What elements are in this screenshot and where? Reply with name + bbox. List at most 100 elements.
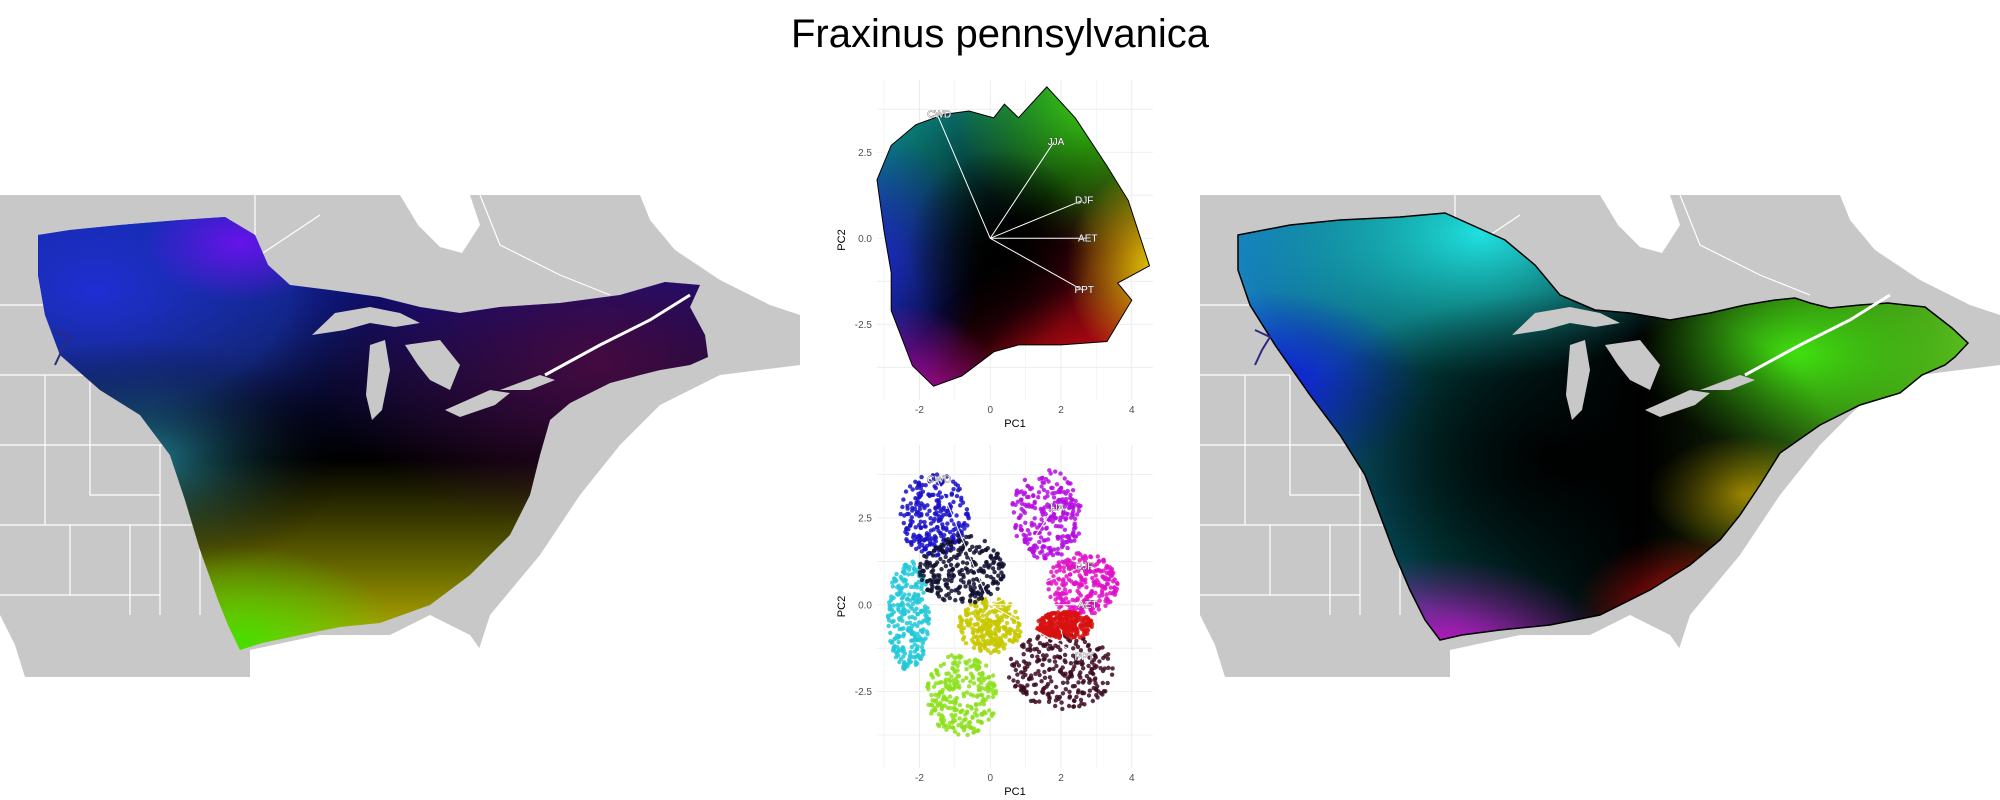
lake-winnipeg — [54, 329, 72, 366]
scatter-point — [1065, 680, 1070, 685]
scatter-point — [1010, 639, 1015, 645]
scatter-point — [1080, 633, 1085, 639]
scatter-point — [988, 554, 993, 560]
scatter-point — [1025, 528, 1031, 533]
scatter-point — [1061, 578, 1066, 584]
scatter-point — [989, 638, 994, 644]
scatter-point — [901, 520, 906, 526]
scatter-point — [939, 680, 944, 685]
scatter-point — [1074, 660, 1079, 665]
scatter-point — [1085, 622, 1090, 627]
loading-vector-ppt — [989, 604, 1083, 658]
scatter-point — [1069, 563, 1075, 569]
scatter-point — [1091, 685, 1096, 691]
scatter-point — [986, 717, 991, 722]
scatter-point — [1010, 501, 1015, 506]
scatter-point — [951, 678, 956, 683]
pacific-ocean — [1200, 615, 1225, 677]
scatter-point — [935, 525, 940, 530]
scatter-point — [1062, 527, 1068, 532]
scatter-point — [1042, 625, 1048, 630]
pca-biplot-top: CWD JJA DJF AET PPT -2 0 2 4 2.5 0.0 -2.5 PC1 PC2 — [835, 70, 1165, 430]
scatter-point — [1072, 664, 1077, 669]
scatter-point — [1090, 698, 1095, 704]
scatter-point — [1065, 676, 1071, 681]
scatter-point — [919, 474, 924, 480]
scatter-point — [964, 709, 970, 714]
scatter-point — [961, 694, 967, 699]
scatter-point — [899, 596, 905, 601]
scatter-point — [954, 513, 959, 518]
y-tick-label: -2.5 — [855, 320, 873, 331]
scatter-point — [1054, 601, 1059, 607]
scatter-point — [1071, 610, 1076, 616]
scatter-point — [1042, 669, 1047, 675]
scatter-point — [1086, 693, 1092, 698]
scatter-point — [979, 634, 984, 639]
scatter-point — [1060, 541, 1065, 547]
scatter-point — [906, 625, 911, 631]
scatter-point — [1082, 559, 1088, 565]
scatter-point — [1087, 568, 1092, 573]
scatter-point — [971, 581, 977, 587]
scatter-point — [1057, 694, 1063, 700]
scatter-point — [1107, 571, 1112, 577]
scatter-point — [950, 566, 956, 572]
scatter-point — [1047, 667, 1052, 672]
scatter-point — [909, 515, 914, 520]
scatter-point — [935, 560, 940, 565]
scatter-point — [1067, 604, 1073, 609]
scatter-point — [968, 617, 974, 622]
scatter-point — [1104, 565, 1109, 571]
scatter-point — [1032, 501, 1037, 506]
pca-bottom-y-axis-title: PC2 — [836, 596, 848, 617]
scatter-point — [930, 473, 936, 478]
x-tick-label: 0 — [987, 773, 993, 784]
scatter-point — [1095, 684, 1100, 689]
scatter-point — [929, 569, 934, 575]
scatter-point — [947, 530, 953, 535]
scatter-point — [1064, 591, 1069, 596]
scatter-point — [1083, 566, 1089, 571]
scatter-point — [1056, 629, 1061, 635]
scatter-point — [912, 621, 917, 627]
scatter-point — [1104, 581, 1110, 587]
figure-title: Fraxinus pennsylvanica — [791, 12, 1209, 56]
scatter-point — [906, 527, 911, 532]
scatter-point — [1084, 585, 1089, 590]
scatter-point — [927, 508, 932, 513]
scatter-point — [1037, 539, 1042, 545]
scatter-point — [1045, 493, 1050, 499]
pca-bottom-tick-labels: -2 0 2 4 2.5 0.0 -2.5 — [855, 513, 1135, 784]
scatter-point — [995, 586, 1000, 591]
scatter-point — [992, 569, 997, 575]
scatter-point — [905, 506, 910, 511]
scatter-point — [1049, 485, 1054, 491]
scatter-point — [1051, 495, 1057, 500]
scatter-point — [984, 628, 989, 633]
scatter-point — [993, 633, 999, 638]
scatter-point — [904, 597, 910, 602]
scatter-point — [941, 724, 947, 729]
scatter-point — [949, 712, 954, 718]
scatter-point — [1049, 569, 1054, 575]
scatter-point — [1076, 613, 1081, 618]
scatter-point — [1045, 612, 1050, 617]
scatter-point — [921, 573, 926, 578]
y-tick-label: 0.0 — [858, 234, 872, 245]
scatter-point — [1054, 663, 1059, 669]
scatter-point — [1076, 568, 1081, 574]
scatter-point — [1037, 641, 1043, 646]
scatter-point — [921, 590, 926, 595]
scatter-point — [1078, 670, 1083, 675]
scatter-point — [1013, 667, 1018, 673]
atlantic-ocean — [1670, 365, 2000, 677]
scatter-point — [1071, 646, 1076, 651]
scatter-point — [953, 684, 958, 690]
scatter-point — [891, 595, 896, 600]
scatter-point — [979, 596, 985, 601]
loading-label-djf: DJF — [1075, 562, 1093, 573]
scatter-point — [901, 497, 906, 502]
pca-top-tick-labels: -2 0 2 4 2.5 0.0 -2.5 — [855, 148, 1135, 416]
scatter-point — [1058, 518, 1063, 523]
